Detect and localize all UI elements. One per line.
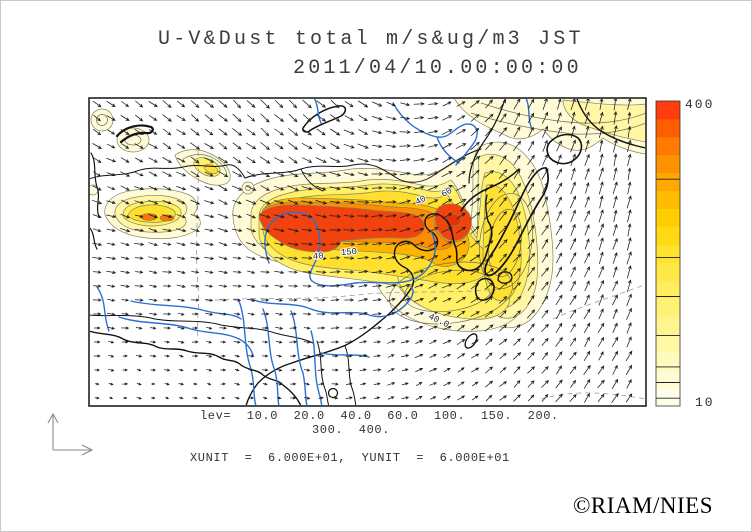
- colorbar-segment: [656, 388, 680, 407]
- dust-fill-contours: [90, 99, 645, 332]
- colorbar-segment: [656, 352, 680, 371]
- dashed-lines: [196, 150, 645, 400]
- colorbar-segment: [656, 298, 680, 317]
- figure-title: U-V&Dust total m/s&ug/m3 JST: [158, 28, 584, 51]
- rivers: [96, 99, 533, 405]
- colorbar: [655, 100, 681, 407]
- figure-datetime: 2011/04/10.00:00:00: [293, 57, 582, 80]
- colorbar-segment: [656, 370, 680, 389]
- colorbar-segment: [656, 136, 680, 156]
- colorbar-segment: [656, 154, 680, 174]
- axes-indicator-icon: [47, 412, 94, 456]
- colorbar-segment: [656, 334, 680, 353]
- colorbar-segment: [656, 208, 680, 228]
- contour-levels-line-1: lev= 10.0 20.0 40.0 60.0 100. 150. 200.: [200, 409, 559, 423]
- colorbar-segment: [656, 226, 680, 246]
- contour-levels-line-2: 300. 400.: [312, 423, 391, 437]
- colorbar-segment: [656, 280, 680, 299]
- colorbar-min-label: 10: [695, 395, 715, 410]
- colorbar-segment: [656, 316, 680, 335]
- map-frame: [88, 97, 647, 407]
- colorbar-segment: [656, 172, 680, 192]
- credit-label: ©RIAM/NIES: [572, 493, 713, 518]
- colorbar-segment: [656, 244, 680, 263]
- colorbar-segment: [656, 190, 680, 210]
- colorbar-border: [655, 100, 681, 407]
- colorbar-segment: [656, 118, 680, 138]
- colorbar-segment: [656, 262, 680, 281]
- wind-vectors: [92, 99, 633, 403]
- vector-units-label: XUNIT = 6.000E+01, YUNIT = 6.000E+01: [190, 451, 510, 465]
- colorbar-max-label: 400: [685, 97, 715, 112]
- colorbar-segment: [656, 101, 680, 120]
- contour-value-label: 150: [341, 247, 358, 258]
- contour-value-label: 40: [313, 251, 324, 262]
